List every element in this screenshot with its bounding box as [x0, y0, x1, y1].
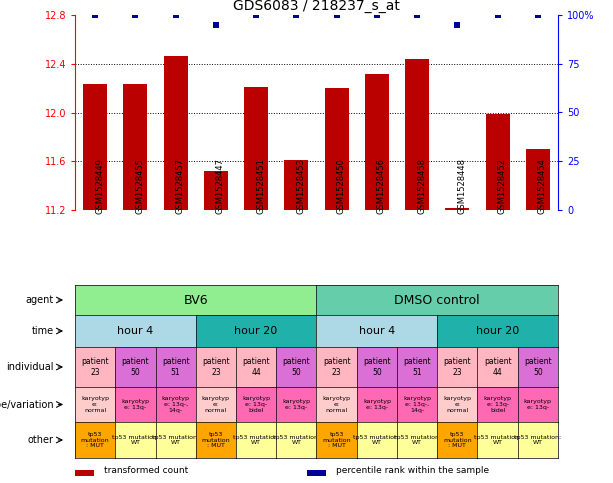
- Text: GSM1528458: GSM1528458: [417, 158, 426, 214]
- Text: GSM1528456: GSM1528456: [377, 158, 386, 214]
- Bar: [405, 59, 429, 210]
- Text: patient
23: patient 23: [82, 357, 109, 377]
- Text: patient
23: patient 23: [444, 357, 471, 377]
- Text: tp53
mutation
: MUT: tp53 mutation : MUT: [322, 432, 351, 448]
- Text: patient
23: patient 23: [323, 357, 351, 377]
- Text: GSM1528457: GSM1528457: [176, 158, 185, 214]
- Text: GSM1528455: GSM1528455: [135, 158, 145, 214]
- Title: GDS6083 / 218237_s_at: GDS6083 / 218237_s_at: [233, 0, 400, 13]
- Text: tp53 mutation:
WT: tp53 mutation: WT: [394, 435, 441, 445]
- Text: karyotyp
e: 13q-
bidel: karyotyp e: 13q- bidel: [484, 396, 512, 413]
- Bar: [244, 87, 268, 210]
- Text: karyotyp
e: 13q-,
14q-: karyotyp e: 13q-, 14q-: [403, 396, 431, 413]
- Text: agent: agent: [26, 295, 54, 305]
- Text: karyotyp
e: 13q-: karyotyp e: 13q-: [363, 399, 391, 410]
- Text: GSM1528452: GSM1528452: [498, 158, 506, 214]
- Text: tp53 mutation:
WT: tp53 mutation: WT: [112, 435, 159, 445]
- Text: patient
44: patient 44: [484, 357, 511, 377]
- Bar: [324, 88, 349, 210]
- Text: GSM1528447: GSM1528447: [216, 158, 225, 214]
- Text: GSM1528451: GSM1528451: [256, 158, 265, 214]
- Text: karyotyp
e:
normal: karyotyp e: normal: [443, 396, 471, 413]
- Bar: [526, 149, 550, 210]
- Text: tp53 mutation:
WT: tp53 mutation: WT: [474, 435, 521, 445]
- Text: tp53 mutation:
WT: tp53 mutation: WT: [232, 435, 280, 445]
- Text: BV6: BV6: [183, 294, 208, 307]
- Bar: [164, 57, 188, 210]
- Bar: [445, 208, 470, 210]
- Text: tp53 mutation:
WT: tp53 mutation: WT: [353, 435, 400, 445]
- Text: patient
44: patient 44: [242, 357, 270, 377]
- Bar: [307, 469, 326, 475]
- Text: tp53
mutation
: MUT: tp53 mutation : MUT: [202, 432, 230, 448]
- Bar: [75, 469, 94, 475]
- Text: patient
50: patient 50: [283, 357, 310, 377]
- Text: karyotyp
e:
normal: karyotyp e: normal: [202, 396, 230, 413]
- Text: karyotyp
e: 13q-
bidel: karyotyp e: 13q- bidel: [242, 396, 270, 413]
- Text: DMSO control: DMSO control: [394, 294, 480, 307]
- Text: karyotyp
e: 13q-: karyotyp e: 13q-: [283, 399, 310, 410]
- Text: karyotyp
e: 13q-,
14q-: karyotyp e: 13q-, 14q-: [162, 396, 189, 413]
- Text: patient
50: patient 50: [121, 357, 149, 377]
- Text: individual: individual: [7, 362, 54, 372]
- Text: hour 20: hour 20: [476, 326, 519, 336]
- Bar: [365, 73, 389, 210]
- Text: patient
50: patient 50: [363, 357, 390, 377]
- Text: tp53 mutation:
WT: tp53 mutation: WT: [273, 435, 320, 445]
- Text: patient
51: patient 51: [162, 357, 189, 377]
- Text: karyotyp
e: 13q-: karyotyp e: 13q-: [121, 399, 150, 410]
- Text: tp53 mutation:
WT: tp53 mutation: WT: [514, 435, 562, 445]
- Text: percentile rank within the sample: percentile rank within the sample: [336, 466, 489, 475]
- Text: tp53 mutation:
WT: tp53 mutation: WT: [152, 435, 199, 445]
- Text: GSM1528454: GSM1528454: [538, 158, 547, 214]
- Text: GSM1528450: GSM1528450: [337, 158, 346, 214]
- Text: GSM1528453: GSM1528453: [296, 158, 305, 214]
- Bar: [123, 85, 148, 210]
- Text: GSM1528448: GSM1528448: [457, 158, 466, 214]
- Text: genotype/variation: genotype/variation: [0, 399, 54, 410]
- Text: hour 4: hour 4: [359, 326, 395, 336]
- Text: karyotyp
e: 13q-: karyotyp e: 13q-: [524, 399, 552, 410]
- Bar: [485, 114, 509, 210]
- Text: patient
51: patient 51: [403, 357, 431, 377]
- Text: hour 4: hour 4: [117, 326, 153, 336]
- Text: karyotyp
e:
normal: karyotyp e: normal: [322, 396, 351, 413]
- Bar: [284, 160, 308, 210]
- Bar: [204, 171, 228, 210]
- Text: tp53
mutation
: MUT: tp53 mutation : MUT: [443, 432, 471, 448]
- Text: hour 20: hour 20: [235, 326, 278, 336]
- Text: patient
50: patient 50: [524, 357, 552, 377]
- Bar: [83, 85, 107, 210]
- Text: time: time: [32, 326, 54, 336]
- Text: GSM1528449: GSM1528449: [95, 158, 104, 214]
- Text: karyotyp
e:
normal: karyotyp e: normal: [81, 396, 109, 413]
- Text: patient
23: patient 23: [202, 357, 230, 377]
- Text: tp53
mutation
: MUT: tp53 mutation : MUT: [81, 432, 110, 448]
- Text: transformed count: transformed count: [104, 466, 188, 475]
- Text: other: other: [28, 435, 54, 445]
